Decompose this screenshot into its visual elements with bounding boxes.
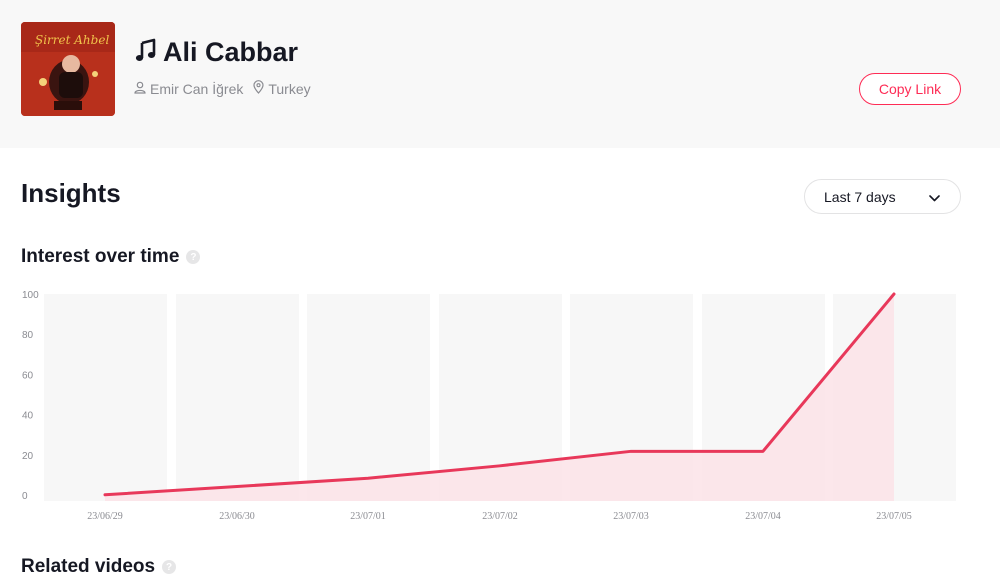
chevron-down-icon: [929, 189, 940, 205]
artist-info[interactable]: Emir Can İğrek: [134, 81, 243, 97]
song-title-row: Ali Cabbar: [135, 34, 298, 70]
chart-column-band: [44, 294, 167, 501]
interest-over-time-heading: Interest over time ?: [21, 246, 201, 268]
x-tick-label: 23/06/29: [87, 511, 123, 522]
interest-chart: 100 80 60 40 20 0 23/06/29 23/06/30 23/07/01 23/0…: [22, 290, 956, 522]
song-header: Şirret Ahbel Ali Cabbar: [0, 0, 1000, 148]
y-tick-label: 100: [22, 290, 39, 301]
related-videos-title: Related videos: [21, 556, 156, 576]
copy-link-button[interactable]: Copy Link: [859, 73, 961, 105]
date-range-value: Last 7 days: [824, 188, 896, 205]
album-cover: Şirret Ahbel: [21, 22, 115, 116]
x-tick-label: 23/07/01: [350, 511, 386, 522]
y-tick-label: 80: [22, 330, 34, 341]
x-tick-label: 23/07/05: [876, 511, 912, 522]
artist-name: Emir Can İğrek: [150, 80, 244, 97]
person-icon: [134, 81, 146, 97]
region-info: Turkey: [253, 80, 311, 97]
music-note-icon: [135, 38, 157, 67]
related-videos-heading: Related videos ?: [21, 556, 177, 576]
chart-column-band: [176, 294, 299, 501]
interest-over-time-title: Interest over time: [21, 246, 180, 267]
region-name: Turkey: [268, 80, 311, 97]
svg-text:Şirret Ahbel: Şirret Ahbel: [35, 33, 109, 47]
song-meta: Emir Can İğrek Turkey: [134, 80, 311, 97]
x-tick-label: 23/07/02: [482, 511, 518, 522]
help-icon[interactable]: ?: [186, 250, 201, 264]
x-tick-label: 23/07/04: [745, 511, 781, 522]
location-pin-icon: [253, 80, 264, 97]
date-range-select[interactable]: Last 7 days: [804, 179, 961, 214]
album-cover-art: Şirret Ahbel: [21, 22, 115, 116]
x-tick-label: 23/07/03: [613, 511, 649, 522]
y-tick-label: 40: [22, 411, 34, 422]
series-area: [105, 294, 894, 501]
song-title: Ali Cabbar: [163, 36, 299, 67]
chart-column-band: [307, 294, 430, 501]
y-tick-label: 20: [22, 451, 34, 462]
x-tick-label: 23/06/30: [219, 511, 255, 522]
y-tick-label: 0: [22, 491, 28, 502]
insights-heading: Insights: [21, 178, 121, 208]
help-icon[interactable]: ?: [162, 560, 177, 574]
y-tick-label: 60: [22, 370, 34, 381]
